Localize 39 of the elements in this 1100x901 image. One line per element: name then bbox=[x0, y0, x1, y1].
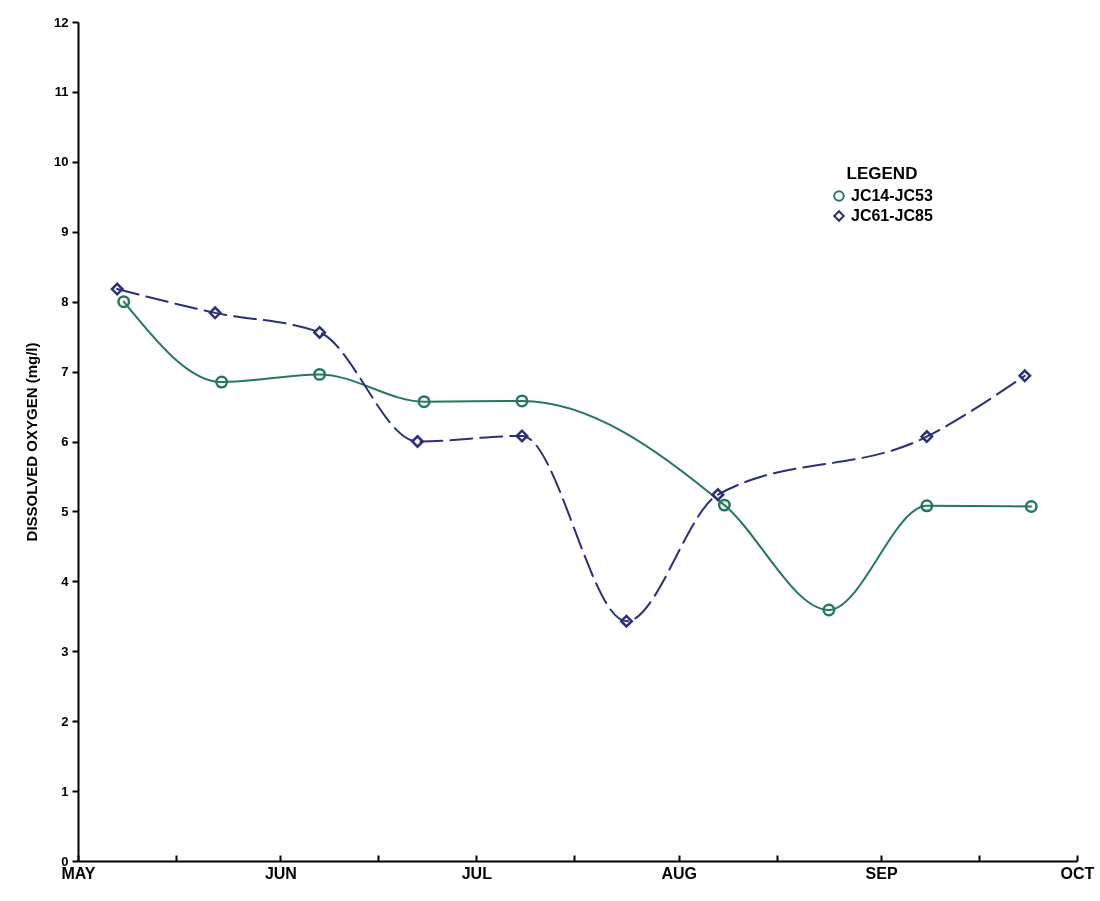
y-tick-label: 3 bbox=[61, 643, 69, 659]
x-tick-label: JUL bbox=[461, 864, 493, 882]
x-tick-label: SEP bbox=[865, 864, 898, 882]
point bbox=[711, 488, 725, 502]
point bbox=[313, 367, 327, 381]
point bbox=[920, 499, 934, 513]
point bbox=[1018, 369, 1032, 383]
point bbox=[110, 282, 124, 296]
legend-title: LEGEND bbox=[846, 164, 918, 183]
point bbox=[822, 603, 836, 617]
point bbox=[117, 295, 131, 309]
y-tick-label: 11 bbox=[54, 84, 69, 100]
point bbox=[313, 325, 327, 339]
point bbox=[717, 498, 731, 512]
point bbox=[920, 430, 934, 444]
x-tick-label: OCT bbox=[1060, 864, 1095, 882]
point bbox=[208, 306, 222, 320]
y-tick-label: 9 bbox=[61, 224, 69, 240]
y-tick-label: 7 bbox=[61, 364, 69, 380]
y-tick-label: 6 bbox=[61, 434, 69, 449]
point bbox=[417, 395, 431, 409]
legend-label: JC14-JC53 bbox=[851, 187, 933, 204]
y-tick-label: 12 bbox=[54, 14, 69, 30]
y-tick-label: 2 bbox=[61, 713, 69, 729]
point bbox=[215, 375, 229, 389]
point bbox=[619, 614, 633, 628]
point bbox=[515, 394, 529, 408]
point bbox=[1024, 500, 1038, 514]
y-tick-label: 5 bbox=[61, 503, 69, 519]
x-tick-label: AUG bbox=[661, 864, 697, 882]
y-tick-label: 1 bbox=[61, 783, 69, 799]
y-tick-label: 4 bbox=[61, 573, 70, 589]
point bbox=[411, 435, 425, 448]
point bbox=[515, 429, 529, 443]
y-axis-title: DISSOLVED OXYGEN (mg/l) bbox=[23, 342, 41, 542]
legend-label: JC61-JC85 bbox=[851, 207, 933, 224]
y-tick-label: 8 bbox=[61, 294, 69, 310]
y-tick-label: 10 bbox=[54, 154, 69, 170]
x-tick-label: JUN bbox=[264, 864, 297, 882]
